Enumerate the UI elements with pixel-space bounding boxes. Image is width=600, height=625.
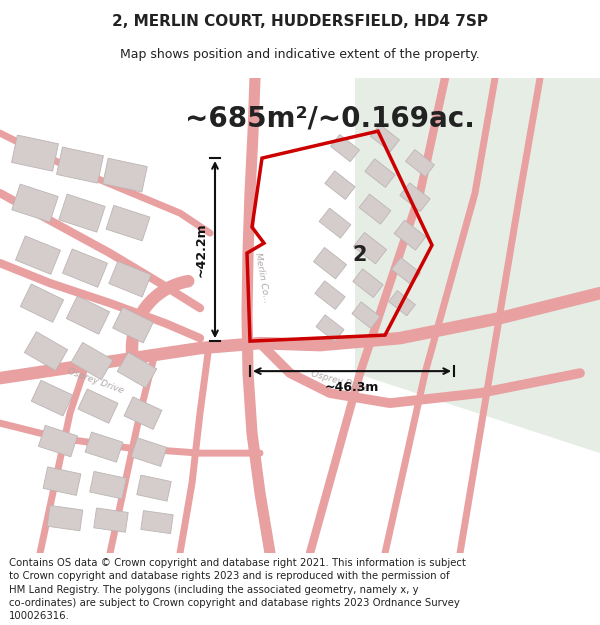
Text: to Crown copyright and database rights 2023 and is reproduced with the permissio: to Crown copyright and database rights 2… — [9, 571, 449, 581]
Polygon shape — [315, 281, 345, 309]
Polygon shape — [319, 208, 351, 238]
Polygon shape — [38, 426, 77, 457]
Text: ~42.2m: ~42.2m — [194, 222, 208, 277]
Text: ~685m²/~0.169ac.: ~685m²/~0.169ac. — [185, 104, 475, 132]
Polygon shape — [78, 389, 118, 423]
Polygon shape — [365, 159, 395, 188]
Text: 2: 2 — [353, 245, 367, 265]
Polygon shape — [31, 380, 73, 416]
Polygon shape — [359, 194, 391, 224]
Polygon shape — [71, 342, 113, 380]
Polygon shape — [325, 171, 355, 199]
Polygon shape — [124, 397, 162, 429]
Text: Merlin Co...: Merlin Co... — [253, 253, 271, 304]
Polygon shape — [56, 147, 103, 183]
Polygon shape — [137, 475, 171, 501]
Polygon shape — [106, 206, 150, 241]
Text: ~46.3m: ~46.3m — [325, 381, 379, 394]
Text: Osprey Drive: Osprey Drive — [310, 369, 370, 393]
Polygon shape — [109, 261, 151, 297]
Polygon shape — [25, 332, 68, 371]
Text: Map shows position and indicative extent of the property.: Map shows position and indicative extent… — [120, 48, 480, 61]
Polygon shape — [406, 149, 434, 177]
Polygon shape — [94, 508, 128, 532]
Text: 100026316.: 100026316. — [9, 611, 70, 621]
Polygon shape — [331, 134, 359, 162]
Polygon shape — [16, 236, 61, 274]
Text: HM Land Registry. The polygons (including the associated geometry, namely x, y: HM Land Registry. The polygons (includin… — [9, 585, 419, 595]
Polygon shape — [59, 194, 105, 232]
Polygon shape — [67, 296, 110, 334]
Polygon shape — [371, 124, 400, 152]
Polygon shape — [131, 438, 167, 466]
Text: Osprey Drive: Osprey Drive — [65, 367, 124, 396]
Polygon shape — [113, 308, 154, 343]
Polygon shape — [352, 302, 380, 328]
Polygon shape — [355, 78, 600, 453]
Polygon shape — [394, 220, 426, 250]
Polygon shape — [400, 183, 430, 211]
Polygon shape — [47, 506, 83, 531]
Polygon shape — [89, 471, 127, 499]
Polygon shape — [392, 258, 421, 285]
Text: 2, MERLIN COURT, HUDDERSFIELD, HD4 7SP: 2, MERLIN COURT, HUDDERSFIELD, HD4 7SP — [112, 14, 488, 29]
Polygon shape — [12, 184, 58, 222]
Polygon shape — [313, 248, 347, 279]
Polygon shape — [316, 315, 344, 341]
Polygon shape — [11, 135, 58, 171]
Polygon shape — [43, 467, 81, 496]
Polygon shape — [353, 269, 383, 298]
Polygon shape — [353, 232, 386, 264]
Polygon shape — [103, 158, 147, 192]
Polygon shape — [20, 284, 64, 322]
Polygon shape — [85, 432, 123, 462]
Polygon shape — [62, 249, 107, 288]
Polygon shape — [117, 352, 157, 388]
Polygon shape — [389, 291, 415, 316]
Polygon shape — [141, 511, 173, 534]
Text: co-ordinates) are subject to Crown copyright and database rights 2023 Ordnance S: co-ordinates) are subject to Crown copyr… — [9, 598, 460, 608]
Text: Contains OS data © Crown copyright and database right 2021. This information is : Contains OS data © Crown copyright and d… — [9, 558, 466, 568]
